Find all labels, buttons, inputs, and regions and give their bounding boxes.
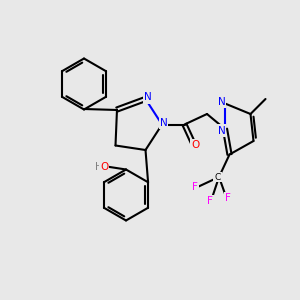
Text: F: F [207,196,213,206]
Text: F: F [225,193,231,203]
Text: O: O [191,140,199,151]
Text: N: N [160,118,167,128]
Text: N: N [144,92,152,103]
Text: N: N [218,97,225,107]
Text: O: O [100,161,108,172]
Text: C: C [214,172,220,182]
Text: H: H [95,161,103,172]
Text: N: N [218,125,225,136]
Text: F: F [192,182,198,193]
